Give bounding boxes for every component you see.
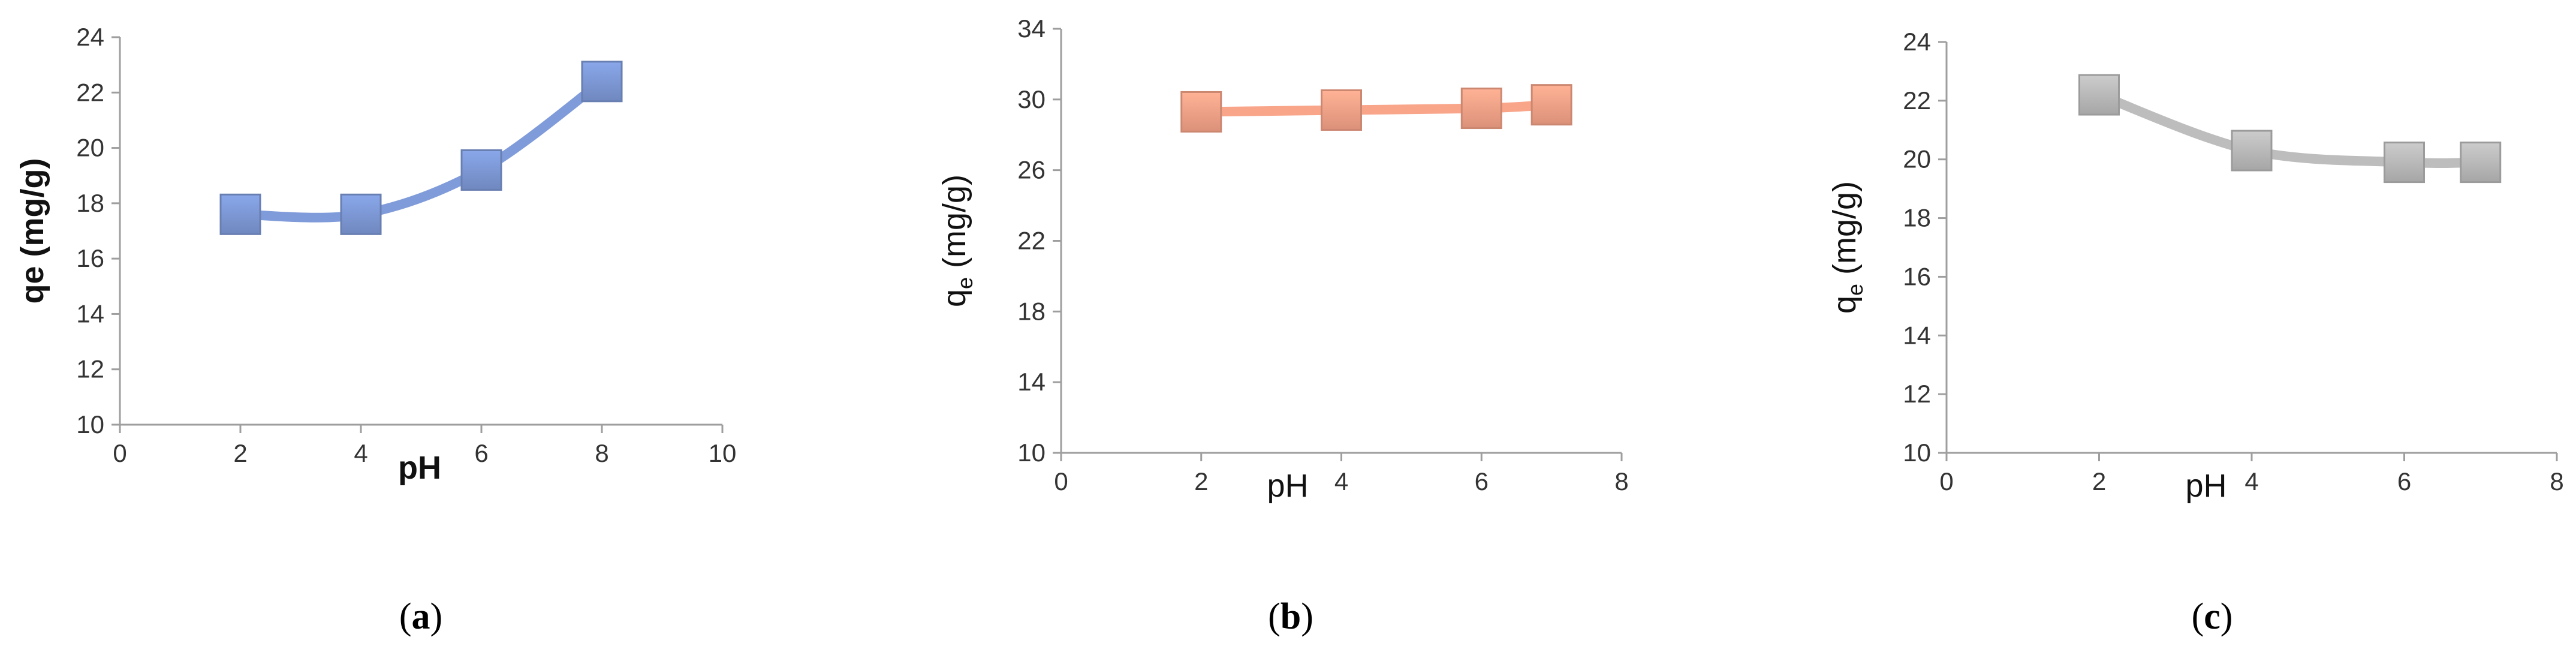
panel-label: (a) [399, 596, 442, 637]
y-tick-label: 34 [1017, 14, 1046, 43]
y-tick-label: 12 [76, 355, 104, 383]
x-tick-label: 4 [1334, 467, 1348, 495]
y-axis-title-unit: (mg/g) [14, 158, 50, 266]
y-tick-label: 18 [1903, 204, 1931, 232]
data-point-marker [219, 193, 261, 235]
y-tick-label: 30 [1017, 85, 1046, 113]
y-axis-title-unit: (mg/g) [936, 175, 972, 277]
x-tick-label: 4 [354, 439, 367, 467]
data-point-marker [2460, 142, 2502, 184]
y-tick-label: 18 [76, 189, 104, 217]
y-tick-label: 22 [76, 78, 104, 106]
y-tick-label: 10 [1903, 438, 1931, 467]
data-point-marker [340, 193, 382, 235]
y-axis-title: qe (mg/g) [14, 158, 50, 304]
data-point-marker [1180, 91, 1222, 133]
y-axis-title: qe (mg/g) [1827, 181, 1867, 314]
data-point-marker [2231, 130, 2273, 172]
data-point-marker [1321, 89, 1362, 131]
x-tick-label: 2 [1194, 467, 1208, 495]
y-axis-title-symbol: q [1827, 296, 1863, 314]
y-axis-title-symbol: qe [14, 266, 50, 304]
y-tick-label: 18 [1017, 297, 1046, 325]
y-axis-title: qe (mg/g) [936, 175, 977, 307]
x-tick-label: 2 [233, 439, 247, 467]
y-tick-label: 12 [1903, 380, 1931, 408]
y-tick-label: 20 [1903, 145, 1931, 173]
y-tick-label: 10 [76, 410, 104, 438]
x-tick-label: 0 [113, 439, 126, 467]
data-point-marker [1530, 84, 1572, 126]
x-tick-label: 0 [1939, 467, 1953, 495]
chart-panel-b: 10 14 18 22 26 30 34 0 2 4 6 8 qe (mg/g) pH (b) [936, 14, 1629, 637]
x-tick-label: 8 [2550, 467, 2563, 495]
data-point-marker [1460, 88, 1502, 130]
x-tick-label: 8 [595, 439, 608, 467]
y-tick-label: 22 [1903, 86, 1931, 115]
x-tick-label: 2 [2092, 467, 2106, 495]
y-tick-label: 20 [76, 134, 104, 162]
y-axis-title-unit: (mg/g) [1827, 181, 1863, 284]
y-tick-label: 16 [1903, 262, 1931, 290]
x-tick-label: 6 [1475, 467, 1489, 495]
y-tick-label: 24 [1903, 28, 1931, 56]
series-line [1196, 100, 1557, 117]
x-tick-label: 8 [1614, 467, 1628, 495]
data-point-marker [2078, 74, 2120, 116]
y-axis-title-symbol: q [936, 289, 972, 307]
data-point-marker [460, 149, 502, 191]
data-point-marker [581, 61, 623, 103]
series-line [2094, 90, 2485, 169]
y-tick-label: 16 [76, 244, 104, 272]
y-tick-label: 26 [1017, 156, 1046, 184]
y-tick-label: 14 [1017, 368, 1046, 396]
y-axis-title-subscript: e [953, 277, 977, 289]
panel-label: (b) [1268, 596, 1313, 637]
y-axis-title-subscript: e [1843, 284, 1867, 296]
y-tick-label: 14 [1903, 321, 1931, 349]
data-point-marker [2384, 142, 2425, 184]
x-tick-label: 0 [1054, 467, 1068, 495]
panel-label: (c) [2192, 596, 2233, 637]
x-axis-title: pH [2185, 468, 2226, 504]
x-tick-label: 6 [2397, 467, 2411, 495]
y-tick-label: 14 [76, 299, 104, 327]
x-axis-title: pH [1267, 468, 1308, 504]
y-tick-label: 24 [76, 23, 104, 51]
y-tick-label: 10 [1017, 438, 1046, 467]
y-tick-label: 22 [1017, 227, 1046, 255]
x-axis-title: pH [398, 450, 441, 486]
series-line [236, 76, 607, 223]
x-tick-label: 10 [709, 439, 737, 467]
x-tick-label: 6 [474, 439, 488, 467]
x-tick-label: 4 [2244, 467, 2258, 495]
